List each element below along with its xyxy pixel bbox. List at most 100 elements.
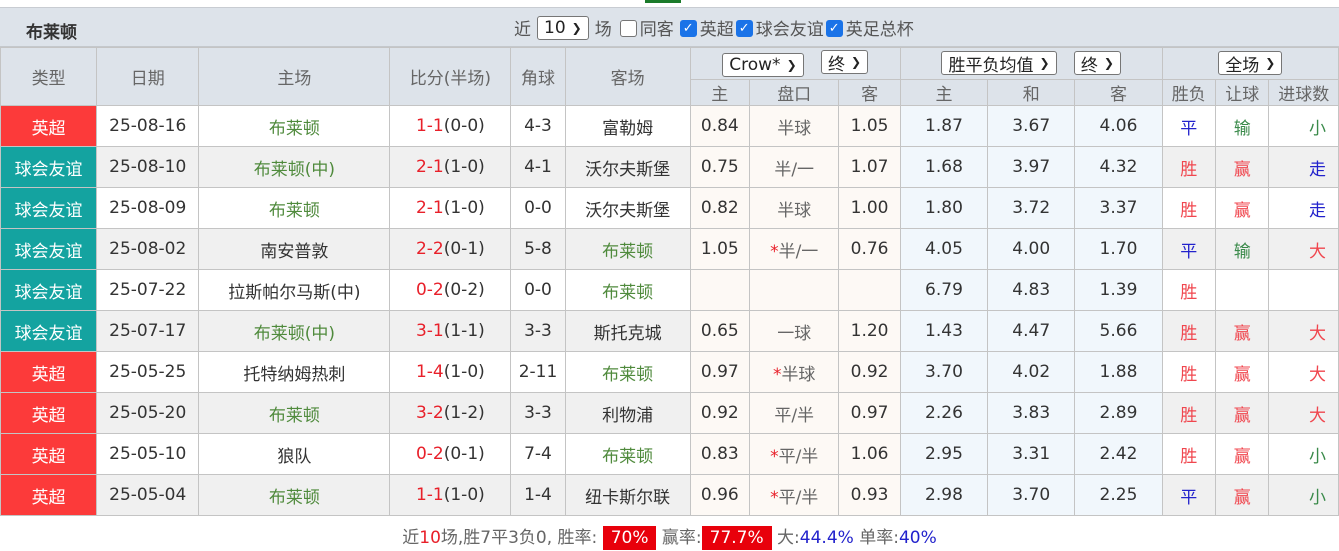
away-team[interactable]: 沃尔夫斯堡	[564, 187, 691, 229]
eu-draw-odds: 4.00	[987, 228, 1076, 270]
eu-draw-odds: 3.67	[987, 105, 1076, 147]
corners: 7-4	[510, 433, 566, 475]
subcol-header: 客	[838, 79, 901, 106]
league-type[interactable]: 球会友谊	[0, 269, 98, 311]
score: 0-2(0-1)	[389, 433, 512, 475]
home-team[interactable]: 拉斯帕尔马斯(中)	[198, 269, 391, 311]
league-checkbox-epl[interactable]: ✓	[679, 20, 697, 37]
ah-home-odds: 0.82	[689, 187, 751, 229]
eu-draw-odds: 4.02	[987, 351, 1076, 393]
match-count-value: 10	[544, 17, 566, 38]
full-time-score: 1-1	[415, 116, 444, 136]
full-time-score: 2-1	[415, 157, 444, 177]
match-count-select[interactable]: 10 ❯	[537, 15, 589, 40]
home-team[interactable]: 布莱顿	[198, 392, 391, 434]
league-type[interactable]: 球会友谊	[0, 310, 98, 352]
same-venue-checkbox[interactable]	[619, 20, 637, 37]
result-goals: 走	[1268, 187, 1339, 229]
ah-home-odds: 0.75	[689, 146, 751, 188]
eu-home-odds: 1.80	[899, 187, 989, 229]
half-time-score: (0-2)	[443, 280, 485, 300]
eu-draw-odds: 3.72	[987, 187, 1076, 229]
league-type[interactable]: 英超	[0, 474, 98, 516]
ah-line: 半/一	[749, 146, 840, 188]
subcol-header: 让球	[1214, 79, 1270, 106]
table-row: 英超 25-05-20 布莱顿 3-2(1-2) 3-3 利物浦 0.92 平/半 0.97 2.…	[0, 392, 1339, 434]
ah-home-odds: 0.65	[689, 310, 751, 352]
chevron-down-icon: ❯	[1103, 56, 1114, 71]
eu-home-odds: 2.98	[899, 474, 989, 516]
chevron-down-icon: ❯	[571, 20, 582, 35]
eu-away-odds: 1.70	[1074, 228, 1163, 270]
subcol-header: 客	[1074, 79, 1163, 106]
final-value: 终	[1080, 55, 1098, 76]
full-time-score: 3-1	[415, 321, 444, 341]
ah-away-odds: 0.97	[838, 392, 901, 434]
over-rate: 44.4%	[799, 528, 854, 548]
full-time-score: 3-2	[415, 403, 444, 423]
home-team[interactable]: 布莱顿(中)	[198, 146, 391, 188]
ah-line: 一球	[749, 310, 840, 352]
away-team[interactable]: 纽卡斯尔联	[564, 474, 691, 516]
match-date: 25-08-10	[96, 146, 200, 188]
league-type[interactable]: 英超	[0, 433, 98, 475]
away-team[interactable]: 布莱顿	[564, 351, 691, 393]
league-type[interactable]: 球会友谊	[0, 146, 98, 188]
away-team[interactable]: 沃尔夫斯堡	[564, 146, 691, 188]
league-type[interactable]: 球会友谊	[0, 187, 98, 229]
ah-line: 半球	[749, 187, 840, 229]
company-select[interactable]: Crow* ❯	[722, 52, 804, 77]
full-time-score: 1-1	[415, 485, 444, 505]
home-team[interactable]: 狼队	[198, 433, 391, 475]
col-date: 日期	[96, 47, 200, 106]
result-handicap: 赢	[1214, 433, 1270, 475]
subcol-header: 主	[899, 79, 989, 106]
league-checkbox-fa-cup[interactable]: ✓	[825, 20, 843, 37]
eu-draw-odds: 4.83	[987, 269, 1076, 311]
final-select-1[interactable]: 终 ❯	[821, 50, 869, 75]
period-select[interactable]: 全场 ❯	[1218, 51, 1283, 76]
home-team[interactable]: 布莱顿	[198, 187, 391, 229]
home-team[interactable]: 托特纳姆热刺	[198, 351, 391, 393]
half-time-score: (1-2)	[443, 403, 485, 423]
home-team[interactable]: 南安普敦	[198, 228, 391, 270]
eu-draw-odds: 4.47	[987, 310, 1076, 352]
score: 3-2(1-2)	[389, 392, 512, 434]
away-team[interactable]: 布莱顿	[564, 269, 691, 311]
odds-type-select[interactable]: 胜平负均值 ❯	[941, 51, 1057, 76]
full-time-score: 1-4	[415, 362, 444, 382]
league-label: 英超	[699, 20, 734, 40]
league-type[interactable]: 英超	[0, 105, 98, 147]
league-type[interactable]: 英超	[0, 351, 98, 393]
eu-draw-odds: 3.97	[987, 146, 1076, 188]
away-team[interactable]: 利物浦	[564, 392, 691, 434]
home-team[interactable]: 布莱顿	[198, 474, 391, 516]
league-checkbox-friendly[interactable]: ✓	[735, 20, 753, 37]
col-score: 比分(半场)	[389, 47, 512, 106]
top-accent	[645, 0, 681, 3]
league-label: 球会友谊	[755, 20, 824, 40]
result-wdl: 平	[1161, 105, 1217, 147]
result-goals	[1268, 269, 1339, 311]
away-team[interactable]: 布莱顿	[564, 228, 691, 270]
away-team[interactable]: 富勒姆	[564, 105, 691, 147]
half-time-score: (1-0)	[443, 157, 485, 177]
corners: 2-11	[510, 351, 566, 393]
result-handicap: 输	[1214, 105, 1270, 147]
eu-away-odds: 1.88	[1074, 351, 1163, 393]
same-venue-label: 同客	[639, 20, 674, 40]
final-select-2[interactable]: 终 ❯	[1073, 51, 1121, 76]
star-marker: *	[770, 487, 779, 508]
corners: 1-4	[510, 474, 566, 516]
home-team[interactable]: 布莱顿(中)	[198, 310, 391, 352]
home-team[interactable]: 布莱顿	[198, 105, 391, 147]
summary-text: 赢率:	[661, 528, 702, 548]
score: 2-2(0-1)	[389, 228, 512, 270]
away-team[interactable]: 斯托克城	[564, 310, 691, 352]
result-handicap: 赢	[1214, 310, 1270, 352]
away-team[interactable]: 布莱顿	[564, 433, 691, 475]
league-type[interactable]: 英超	[0, 392, 98, 434]
half-time-score: (0-1)	[443, 444, 485, 464]
league-type[interactable]: 球会友谊	[0, 228, 98, 270]
half-time-score: (1-0)	[443, 198, 485, 218]
